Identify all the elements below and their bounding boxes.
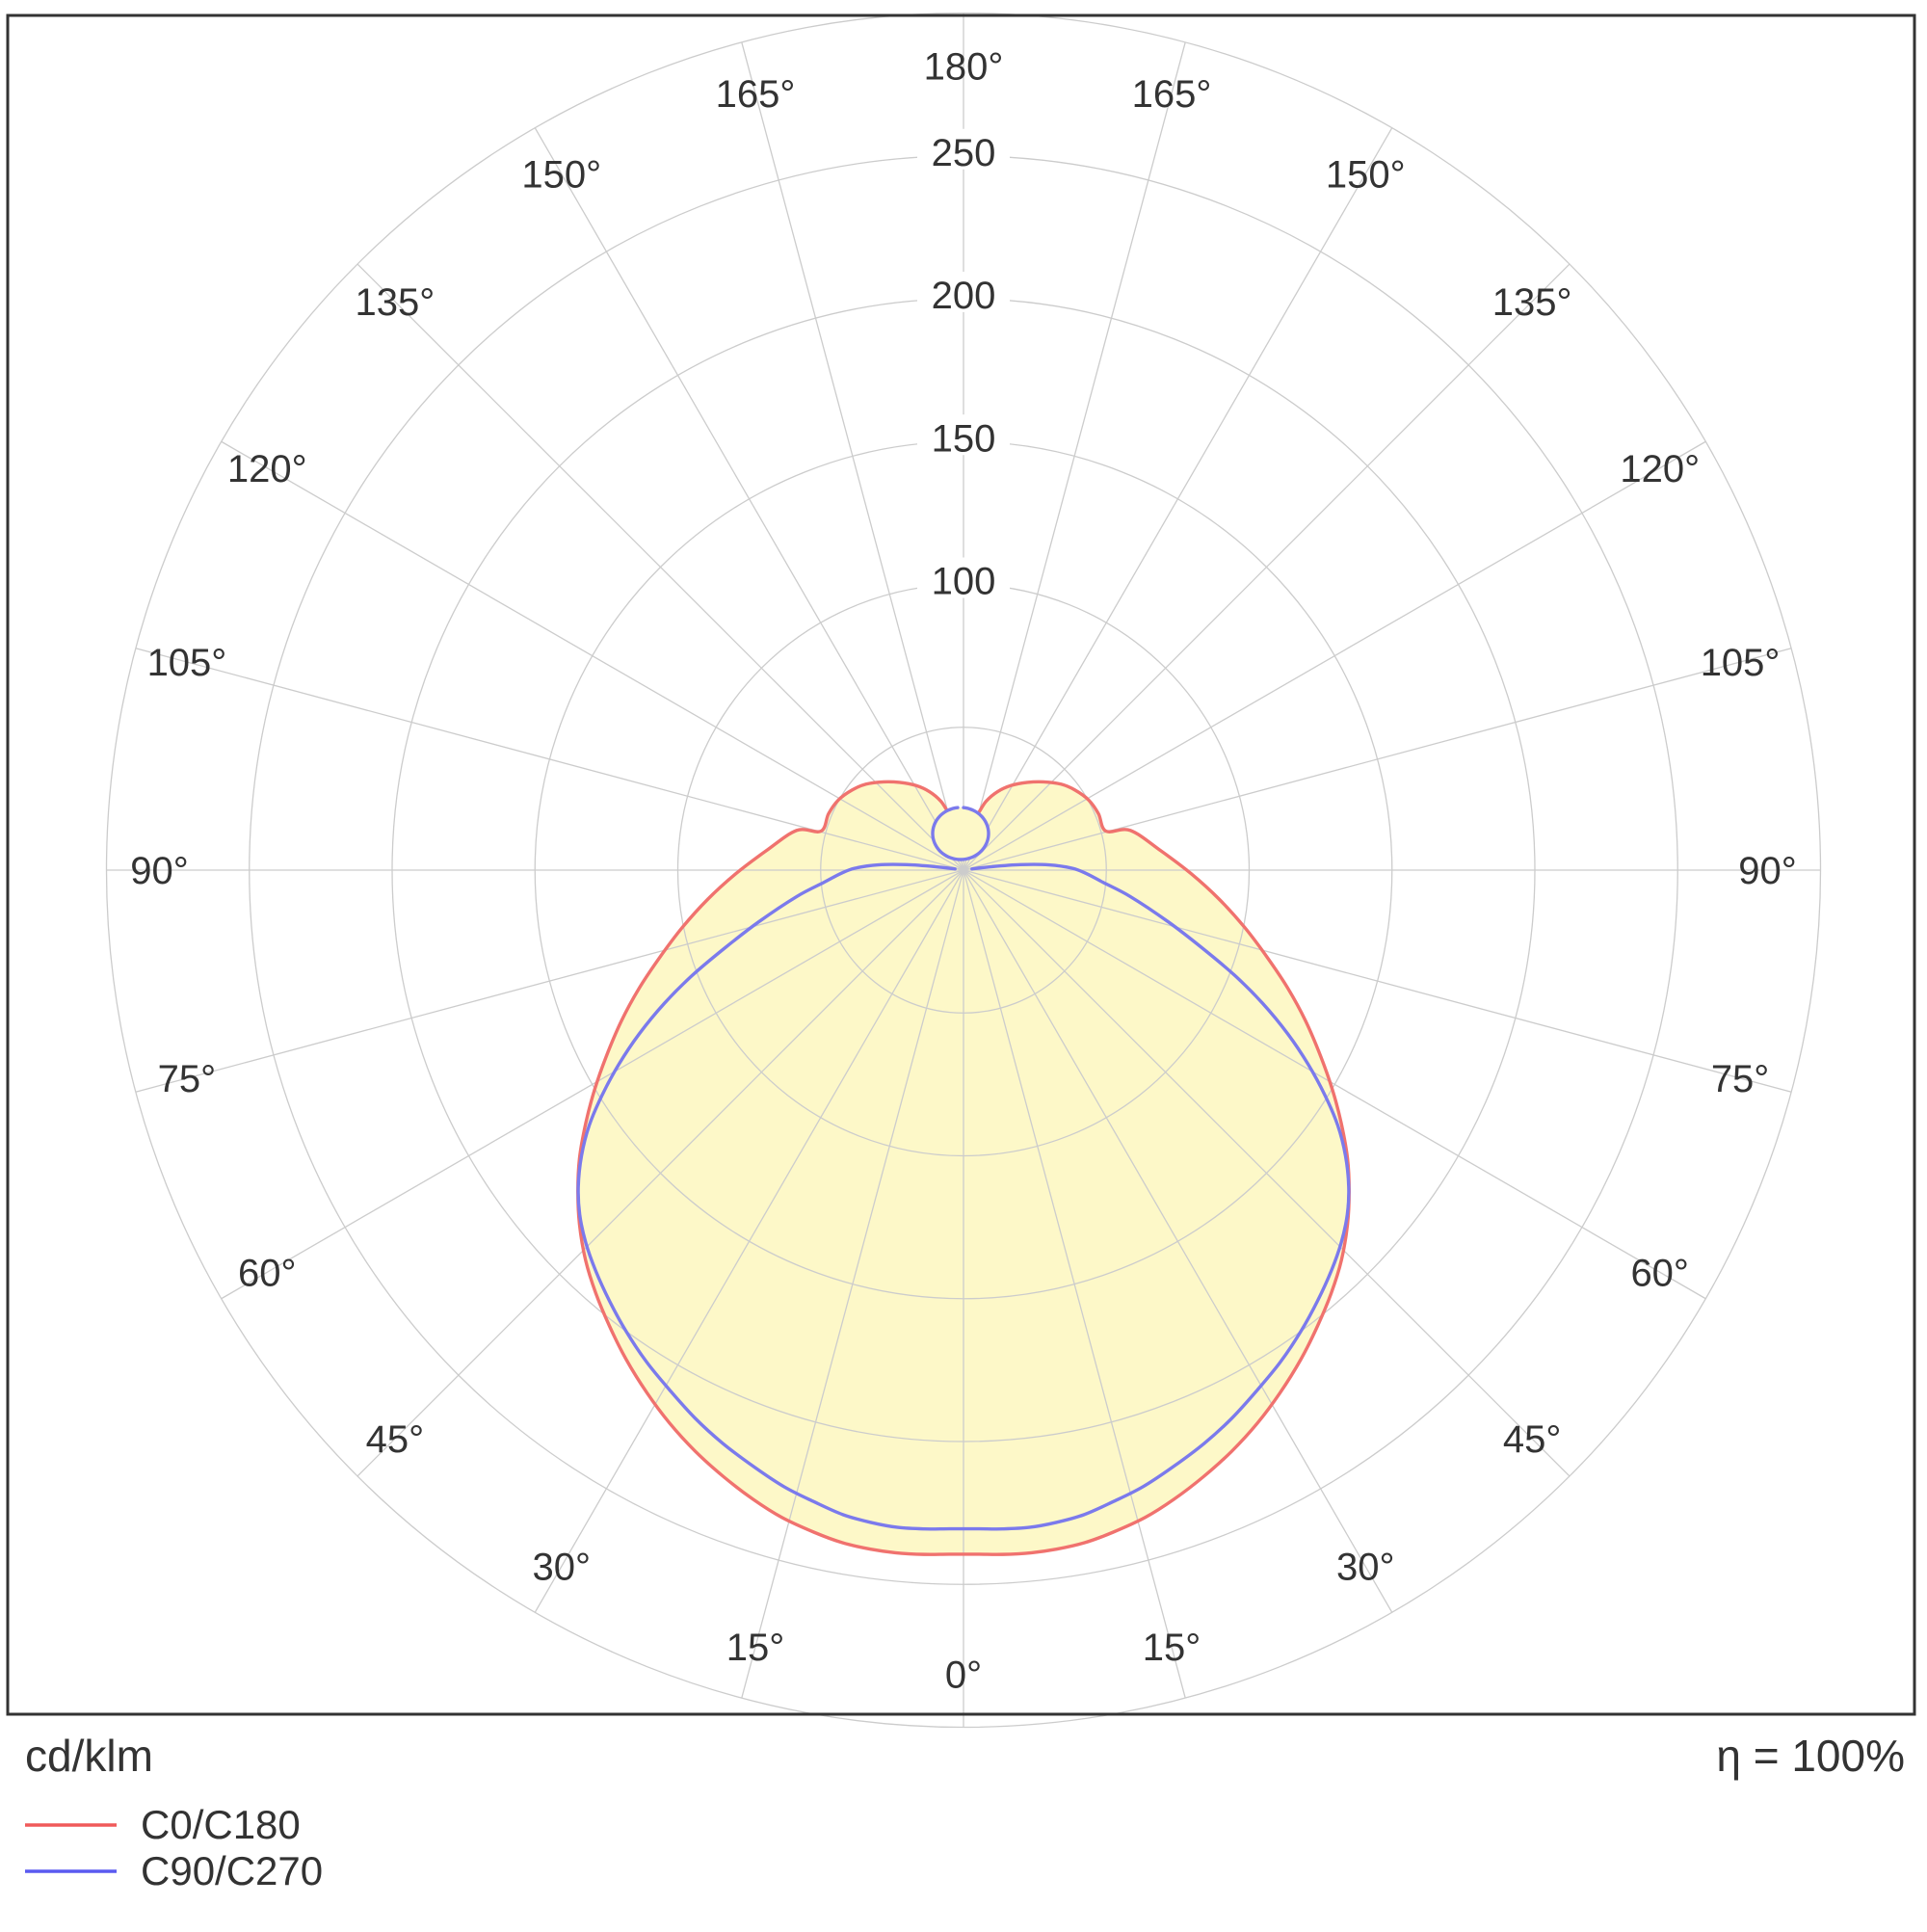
svg-text:cd/klm: cd/klm <box>25 1731 153 1781</box>
svg-text:60°: 60° <box>238 1252 297 1294</box>
svg-text:15°: 15° <box>1143 1627 1201 1669</box>
svg-text:75°: 75° <box>158 1058 217 1100</box>
svg-text:100: 100 <box>932 561 996 603</box>
svg-text:105°: 105° <box>1701 642 1781 684</box>
svg-text:135°: 135° <box>1492 281 1572 324</box>
svg-text:90°: 90° <box>130 850 189 892</box>
svg-text:250: 250 <box>932 132 996 174</box>
svg-text:105°: 105° <box>147 642 227 684</box>
svg-text:135°: 135° <box>356 281 436 324</box>
svg-text:90°: 90° <box>1738 850 1797 892</box>
svg-text:200: 200 <box>932 275 996 317</box>
svg-text:15°: 15° <box>726 1627 785 1669</box>
svg-text:C0/C180: C0/C180 <box>141 1802 301 1847</box>
svg-text:165°: 165° <box>1132 73 1212 116</box>
svg-text:150°: 150° <box>521 153 601 196</box>
svg-text:75°: 75° <box>1711 1058 1770 1100</box>
svg-text:60°: 60° <box>1630 1252 1689 1294</box>
svg-text:C90/C270: C90/C270 <box>141 1848 323 1893</box>
svg-text:120°: 120° <box>1620 448 1700 490</box>
svg-text:120°: 120° <box>227 448 307 490</box>
svg-text:0°: 0° <box>945 1654 982 1697</box>
svg-text:30°: 30° <box>1336 1547 1395 1589</box>
svg-text:150: 150 <box>932 417 996 460</box>
svg-text:45°: 45° <box>366 1418 425 1461</box>
svg-text:30°: 30° <box>533 1547 592 1589</box>
svg-text:180°: 180° <box>924 46 1004 89</box>
svg-text:165°: 165° <box>716 73 796 116</box>
svg-text:45°: 45° <box>1503 1418 1562 1461</box>
svg-text:150°: 150° <box>1326 153 1406 196</box>
svg-text:η = 100%: η = 100% <box>1716 1731 1905 1781</box>
